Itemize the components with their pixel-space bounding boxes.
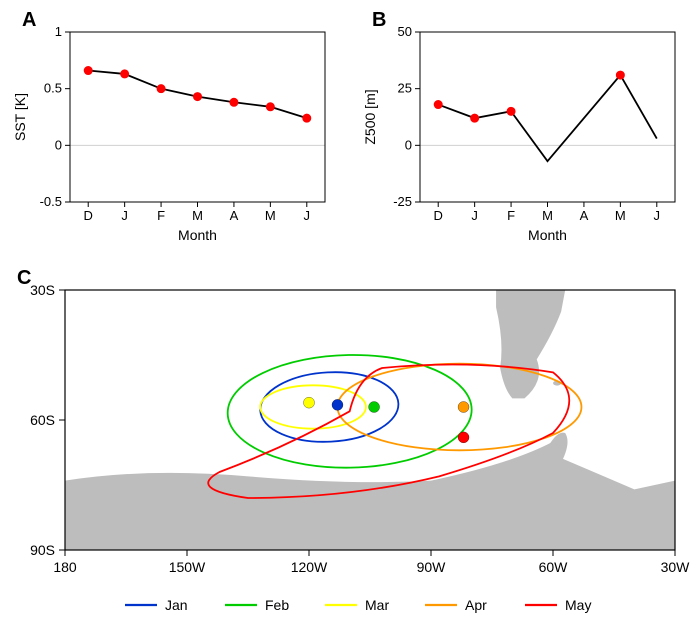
svg-text:J: J	[304, 208, 311, 223]
svg-text:0: 0	[55, 137, 62, 152]
svg-text:30W: 30W	[661, 559, 691, 575]
svg-text:120W: 120W	[291, 559, 328, 575]
svg-text:-25: -25	[393, 194, 412, 209]
svg-text:90W: 90W	[417, 559, 447, 575]
svg-text:A: A	[580, 208, 589, 223]
svg-text:Feb: Feb	[265, 597, 289, 613]
svg-text:M: M	[192, 208, 203, 223]
svg-text:0: 0	[405, 137, 412, 152]
svg-text:1: 1	[55, 24, 62, 39]
svg-text:F: F	[157, 208, 165, 223]
svg-text:30S: 30S	[30, 282, 55, 298]
svg-text:J: J	[471, 208, 478, 223]
svg-text:0.5: 0.5	[44, 81, 62, 96]
svg-text:M: M	[615, 208, 626, 223]
svg-text:J: J	[121, 208, 128, 223]
svg-text:Z500 [m]: Z500 [m]	[362, 89, 378, 144]
svg-text:Apr: Apr	[465, 597, 487, 613]
svg-text:May: May	[565, 597, 591, 613]
svg-text:50: 50	[398, 24, 412, 39]
svg-text:M: M	[542, 208, 553, 223]
svg-text:D: D	[84, 208, 93, 223]
svg-text:A: A	[230, 208, 239, 223]
svg-text:60W: 60W	[539, 559, 569, 575]
svg-text:Mar: Mar	[365, 597, 389, 613]
svg-text:J: J	[654, 208, 661, 223]
svg-text:F: F	[507, 208, 515, 223]
svg-text:-0.5: -0.5	[40, 194, 62, 209]
svg-text:D: D	[434, 208, 443, 223]
svg-text:Jan: Jan	[165, 597, 188, 613]
figure: -0.5 0 0.5 1 D J F M A M J Month SST [K] A -25 0 25 50 D J…	[0, 0, 699, 630]
svg-text:Month: Month	[528, 227, 567, 243]
svg-text:M: M	[265, 208, 276, 223]
svg-text:25: 25	[398, 81, 412, 96]
svg-text:SST [K]: SST [K]	[12, 93, 28, 141]
svg-text:B: B	[372, 9, 386, 31]
svg-text:90S: 90S	[30, 542, 55, 558]
svg-text:A: A	[22, 9, 36, 31]
svg-text:Month: Month	[178, 227, 217, 243]
svg-text:60S: 60S	[30, 412, 55, 428]
svg-text:180: 180	[53, 559, 77, 575]
svg-text:150W: 150W	[169, 559, 206, 575]
